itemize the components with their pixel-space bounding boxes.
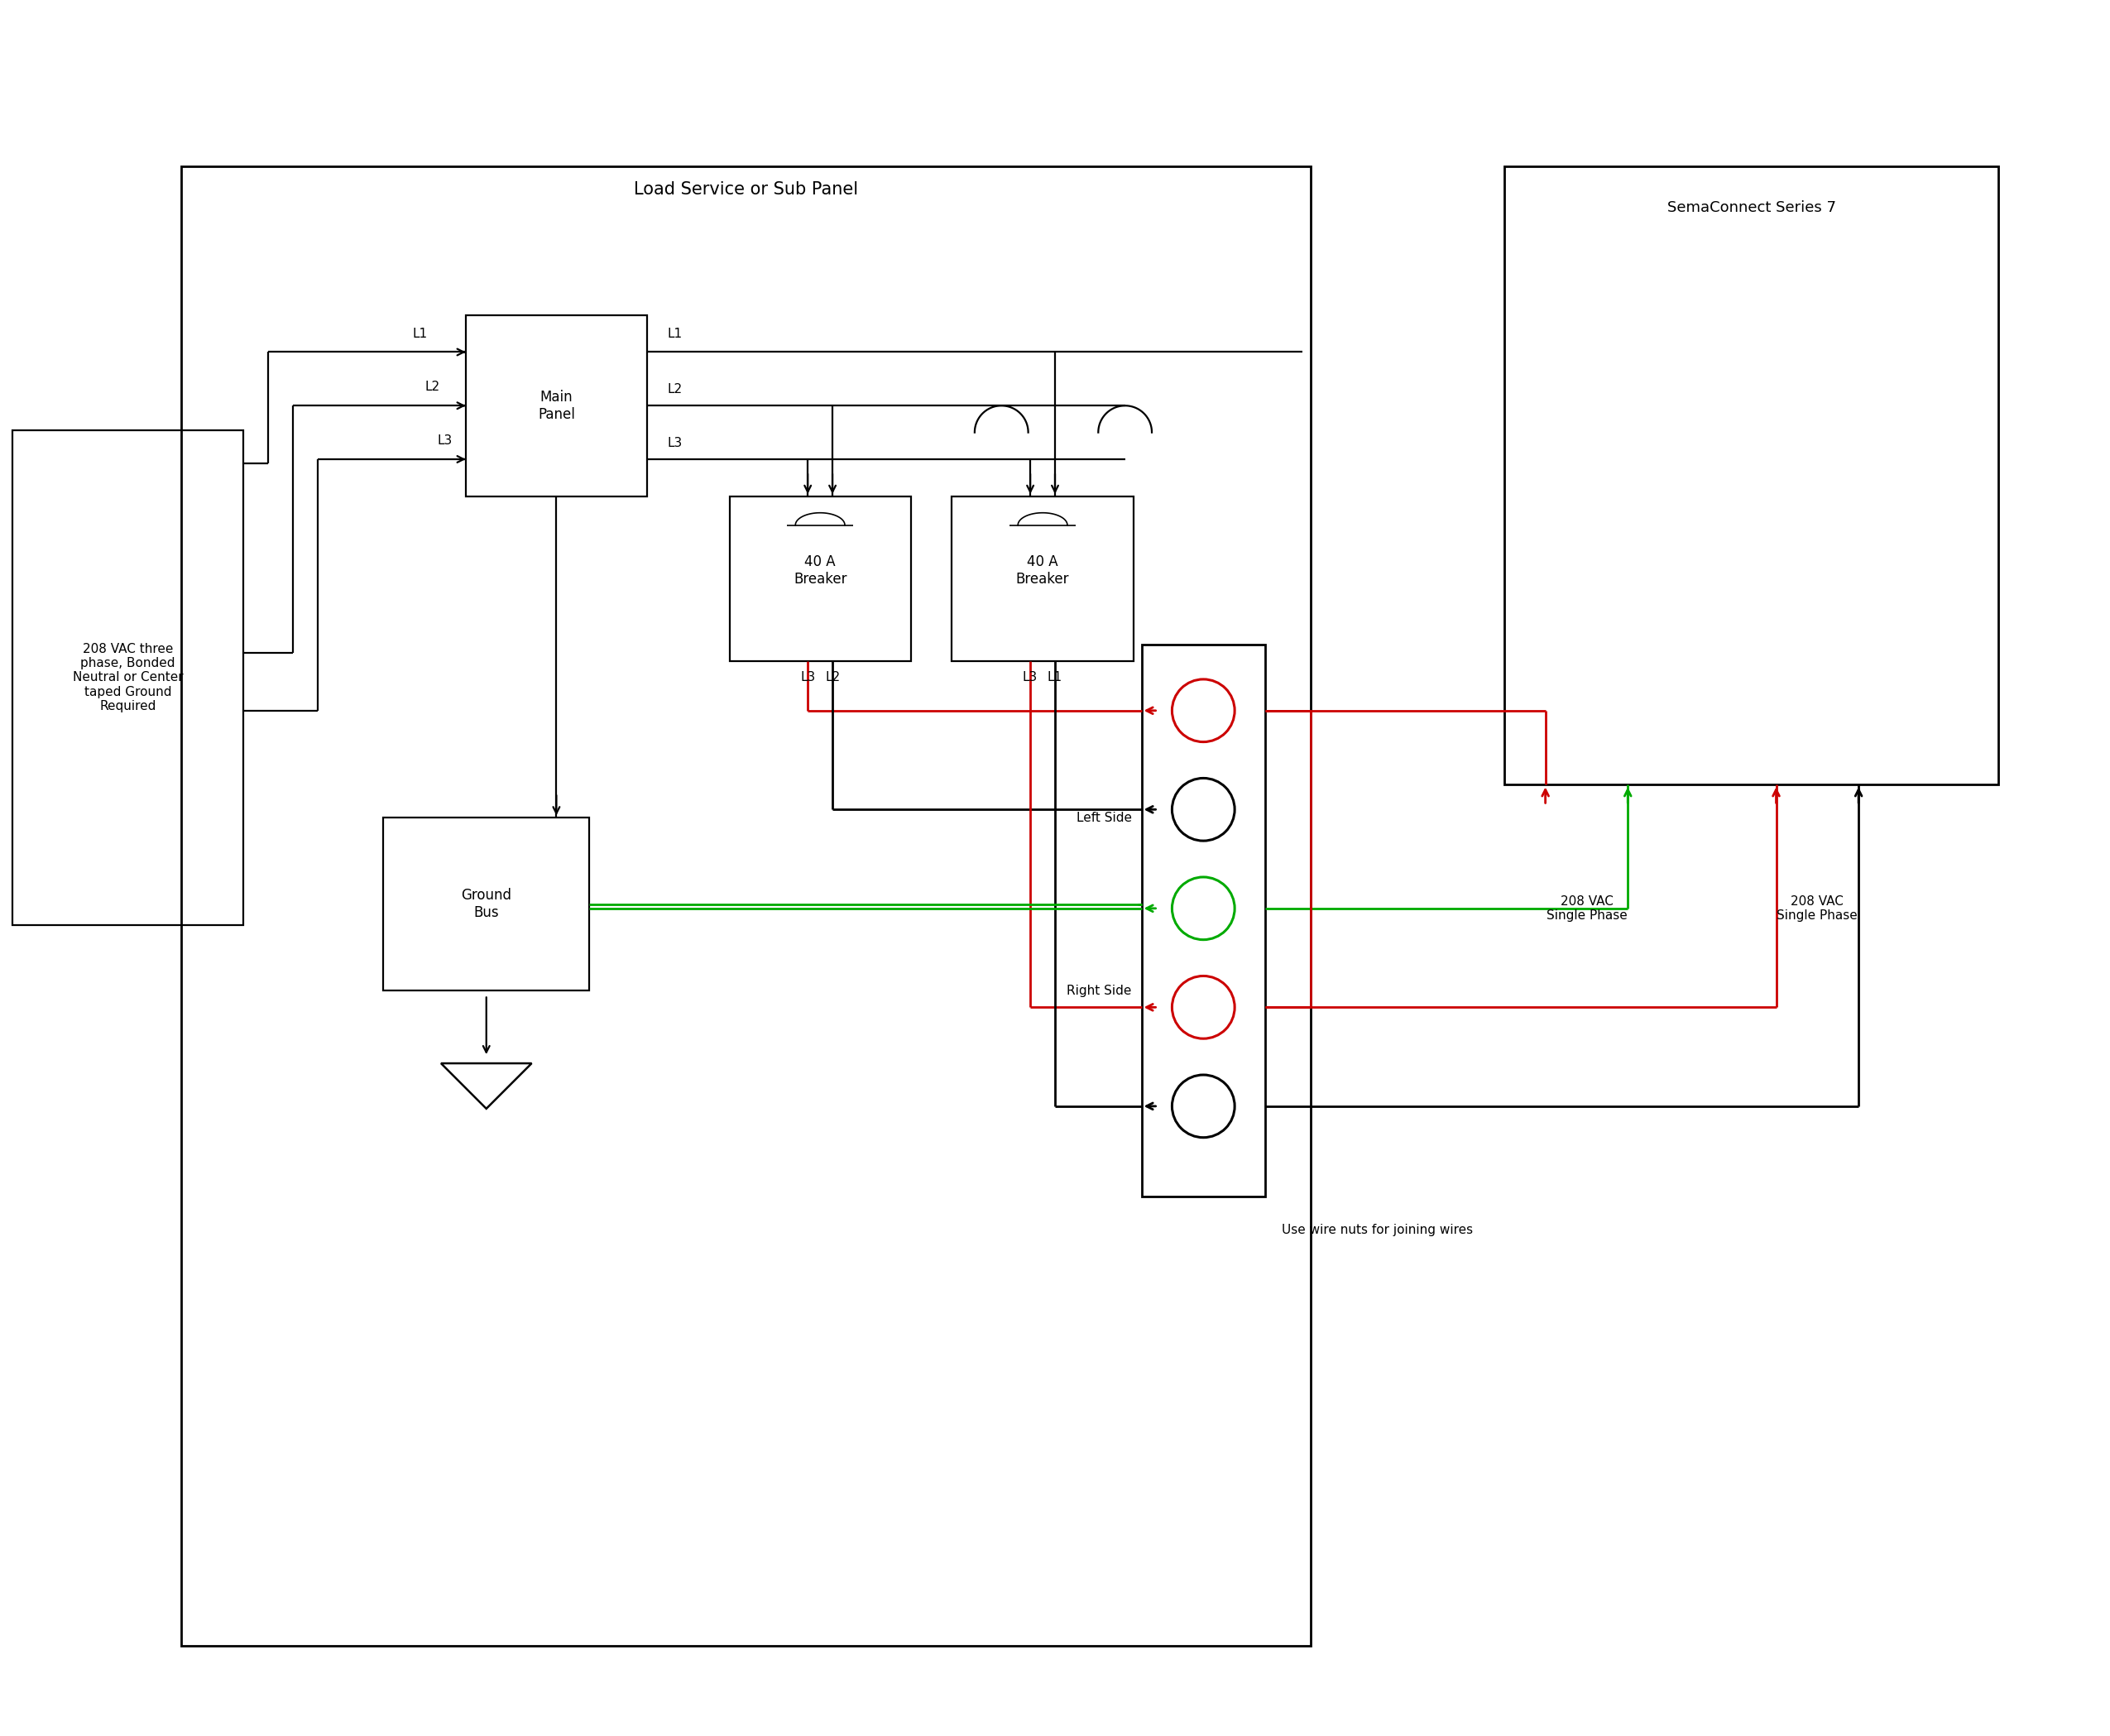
Text: 208 VAC three
phase, Bonded
Neutral or Center
taped Ground
Required: 208 VAC three phase, Bonded Neutral or C… xyxy=(72,642,184,712)
Text: L1: L1 xyxy=(667,328,684,340)
Text: L3: L3 xyxy=(1023,672,1038,684)
Text: L1: L1 xyxy=(1047,672,1063,684)
Text: 40 A
Breaker: 40 A Breaker xyxy=(1015,554,1070,587)
Text: 208 VAC
Single Phase: 208 VAC Single Phase xyxy=(1547,896,1627,922)
Text: Right Side: Right Side xyxy=(1068,984,1131,996)
Text: Left Side: Left Side xyxy=(1076,811,1131,825)
Text: L3: L3 xyxy=(437,434,454,446)
Text: L2: L2 xyxy=(667,384,684,396)
Text: L3: L3 xyxy=(667,437,684,450)
Bar xyxy=(384,818,589,991)
Bar xyxy=(466,314,648,496)
Text: L2: L2 xyxy=(825,672,840,684)
Bar xyxy=(730,496,912,661)
Text: Load Service or Sub Panel: Load Service or Sub Panel xyxy=(633,182,859,198)
Text: SemaConnect Series 7: SemaConnect Series 7 xyxy=(1667,200,1836,215)
Text: Use wire nuts for joining wires: Use wire nuts for joining wires xyxy=(1281,1224,1473,1236)
Text: Ground
Bus: Ground Bus xyxy=(462,889,511,920)
Bar xyxy=(1142,644,1266,1196)
Text: Main
Panel: Main Panel xyxy=(538,389,574,422)
Bar xyxy=(952,496,1133,661)
Text: 208 VAC
Single Phase: 208 VAC Single Phase xyxy=(1777,896,1857,922)
Text: L3: L3 xyxy=(800,672,814,684)
Text: L1: L1 xyxy=(414,328,428,340)
Bar xyxy=(13,431,243,925)
Text: 40 A
Breaker: 40 A Breaker xyxy=(793,554,846,587)
Bar xyxy=(1504,167,1998,785)
Bar xyxy=(181,167,1310,1646)
Text: L2: L2 xyxy=(426,380,441,394)
